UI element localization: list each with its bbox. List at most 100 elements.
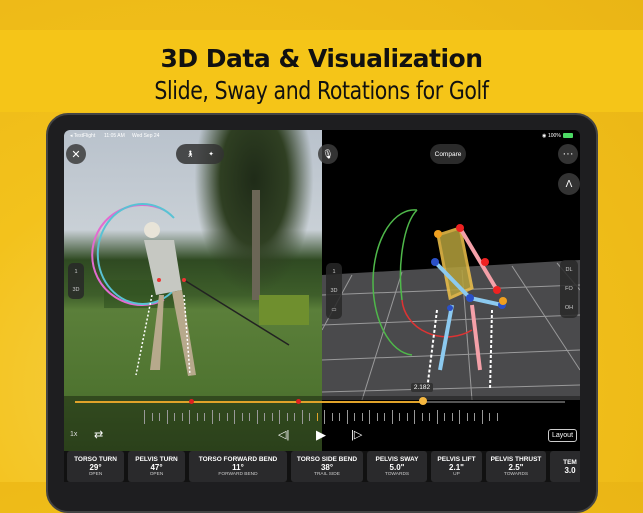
metric-value: 2.5": [508, 463, 524, 472]
frame-ticks[interactable]: [144, 409, 504, 425]
metric-value: 47°: [150, 463, 163, 472]
frame-tick[interactable]: [151, 413, 153, 421]
frame-tick[interactable]: [159, 413, 160, 421]
metric-value: 2.1": [449, 463, 464, 472]
microphone-icon: 🎙︎: [322, 148, 334, 159]
frame-tick[interactable]: [294, 413, 295, 421]
frame-tick[interactable]: [354, 413, 355, 421]
frame-tick[interactable]: [174, 413, 175, 421]
sparkle-icon[interactable]: ✦: [208, 151, 214, 158]
view-dl-button[interactable]: DL: [565, 266, 573, 273]
frame-tick[interactable]: [204, 413, 205, 421]
frame-tick[interactable]: [144, 410, 145, 424]
frame-tick[interactable]: [196, 413, 198, 421]
metric-card[interactable]: PELVIS THRUST 2.5" TOWARDS: [486, 451, 546, 482]
frame-tick[interactable]: [451, 413, 453, 421]
frame-tick[interactable]: [226, 413, 228, 421]
frame-tick[interactable]: [376, 413, 378, 421]
frame-tick[interactable]: [324, 410, 325, 424]
view-oh-button[interactable]: OH: [564, 305, 574, 312]
frame-tick[interactable]: [181, 413, 183, 421]
status-back-app[interactable]: ◂ TestFlight: [70, 133, 96, 139]
frame-tick[interactable]: [384, 413, 385, 421]
frame-tick[interactable]: [189, 410, 190, 424]
frame-tick[interactable]: [429, 413, 430, 421]
metric-card[interactable]: PELVIS SWAY 5.0" TOWARDS: [367, 451, 427, 482]
metric-card[interactable]: PELVIS TURN 47° OPEN: [128, 451, 185, 482]
close-icon: ✕: [71, 148, 81, 161]
status-battery: 100%: [548, 133, 561, 139]
ellipsis-icon: ···: [562, 148, 574, 160]
metric-card[interactable]: TORSO FORWARD BEND 11° FORWARD BEND: [189, 451, 287, 482]
frame-tick[interactable]: [264, 413, 265, 421]
metric-sub: FORWARD BEND: [218, 472, 258, 477]
view-fo-button[interactable]: FO: [565, 285, 573, 292]
frame-tick[interactable]: [249, 413, 250, 421]
frame-tick[interactable]: [474, 413, 475, 421]
frame-tick[interactable]: [219, 413, 220, 421]
view-3d-button[interactable]: 3D: [330, 287, 338, 294]
timeline-thumb[interactable]: [418, 397, 427, 405]
loop-icon[interactable]: ⇄: [94, 429, 104, 441]
frame-tick[interactable]: [316, 413, 318, 421]
metric-card[interactable]: TORSO SIDE BEND 38° TRAIL SIDE: [291, 451, 363, 482]
more-button[interactable]: ···: [558, 144, 578, 164]
body-pose-icon[interactable]: 🚶︎: [186, 151, 195, 158]
frame-tick[interactable]: [211, 410, 213, 424]
frame-tick[interactable]: [414, 410, 415, 424]
frame-tick[interactable]: [444, 413, 445, 421]
frame-tick[interactable]: [481, 410, 483, 424]
play-icon[interactable]: ▶: [316, 427, 326, 442]
view-1-button[interactable]: 1: [332, 269, 336, 276]
frame-tick[interactable]: [391, 410, 393, 424]
step-forward-icon[interactable]: |▷: [351, 429, 363, 441]
frame-tick[interactable]: [271, 413, 273, 421]
frame-tick[interactable]: [421, 413, 423, 421]
frame-tick[interactable]: [256, 410, 258, 424]
frame-tick[interactable]: [459, 410, 460, 424]
frame-tick[interactable]: [166, 410, 168, 424]
pose-tools[interactable]: 🚶︎ ✦: [176, 144, 224, 164]
3d-view[interactable]: [321, 130, 580, 482]
view-3d-button[interactable]: 3D: [72, 287, 80, 293]
metric-card[interactable]: TORSO TURN 29° OPEN: [67, 451, 124, 482]
status-time: 11:05 AM: [104, 133, 125, 139]
frame-tick[interactable]: [309, 413, 310, 421]
metric-label: PELVIS SWAY: [375, 456, 419, 463]
current-time-label: 2.182: [410, 383, 434, 392]
view-1-button[interactable]: 1: [74, 269, 78, 275]
frame-tick[interactable]: [489, 413, 490, 421]
metric-label: PELVIS LIFT: [437, 456, 476, 463]
metric-card[interactable]: PELVIS LIFT 2.1" UP: [431, 451, 482, 482]
compare-button[interactable]: Compare: [430, 144, 466, 164]
frame-tick[interactable]: [406, 413, 408, 421]
frame-tick[interactable]: [241, 413, 243, 421]
frame-tick[interactable]: [496, 413, 498, 421]
camera-angle-button[interactable]: Λ: [558, 173, 580, 195]
timeline[interactable]: 2.182: [64, 383, 580, 456]
event-marker[interactable]: [189, 399, 194, 404]
step-back-icon[interactable]: ◁|: [278, 429, 290, 441]
frame-tick[interactable]: [339, 413, 340, 421]
frame-tick[interactable]: [286, 413, 288, 421]
frame-tick[interactable]: [301, 410, 303, 424]
event-marker[interactable]: [296, 399, 301, 404]
frame-tick[interactable]: [234, 410, 235, 424]
microphone-button[interactable]: 🎙︎: [318, 144, 338, 164]
frame-tick[interactable]: [361, 413, 363, 421]
speed-button[interactable]: 1x: [70, 431, 78, 438]
frame-tick[interactable]: [436, 410, 438, 424]
metric-label: PELVIS TURN: [135, 456, 178, 463]
layout-button[interactable]: Layout: [548, 429, 578, 442]
frame-tick[interactable]: [279, 410, 280, 424]
frame-tick[interactable]: [399, 413, 400, 421]
frame-tick[interactable]: [331, 413, 333, 421]
screen-icon[interactable]: ▭: [331, 306, 337, 313]
frame-tick[interactable]: [346, 410, 348, 424]
frame-tick[interactable]: [369, 410, 370, 424]
close-button[interactable]: ✕: [66, 144, 86, 164]
playback-controls: 1x ⇄ ◁| ▶ |▷ Layout: [64, 426, 580, 448]
metric-card[interactable]: TEM 3.0: [550, 451, 580, 482]
frame-tick[interactable]: [466, 413, 468, 421]
metric-sub: TOWARDS: [384, 472, 410, 477]
